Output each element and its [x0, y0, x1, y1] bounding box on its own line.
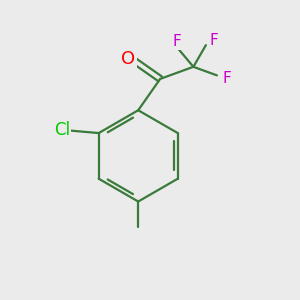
Text: F: F [223, 71, 232, 86]
Text: F: F [173, 34, 182, 49]
Text: Cl: Cl [54, 121, 70, 139]
Text: F: F [210, 33, 218, 48]
Text: O: O [121, 50, 135, 68]
